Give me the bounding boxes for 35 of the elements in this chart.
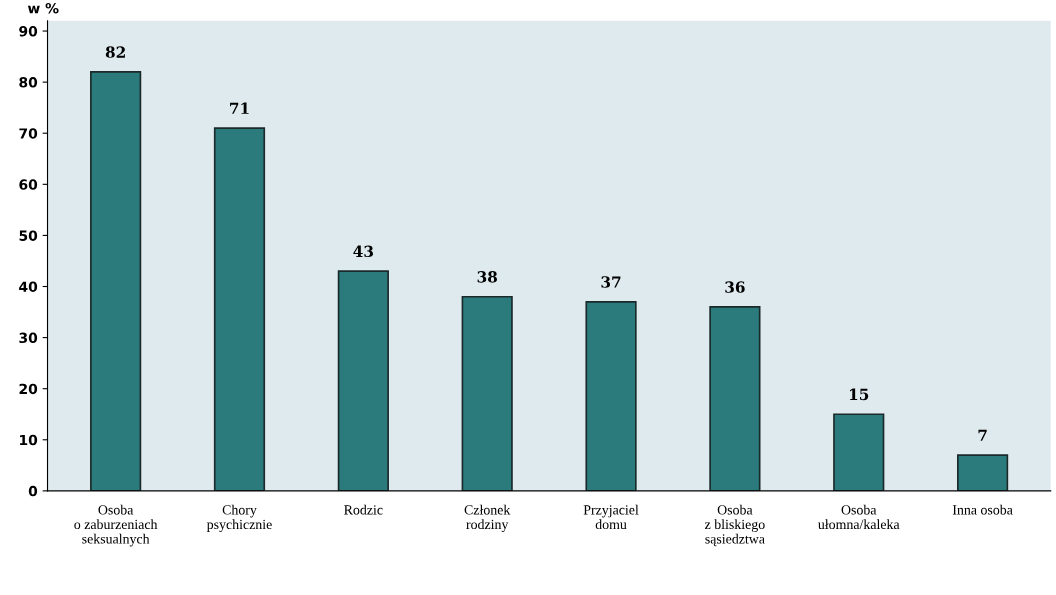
bar [90,71,142,491]
y-tick-label: 70 [19,128,38,139]
bar [956,454,1009,491]
data-label: 15 [849,388,869,401]
bar [833,413,885,491]
y-tick-label: 60 [19,179,38,190]
y-tick-label: 80 [19,77,38,88]
data-label: 38 [477,271,497,283]
x-tick-label: Osoba z bliskiego sąsiedztwa [704,504,765,547]
data-label: 82 [105,46,125,58]
y-tick-label: 20 [19,383,38,395]
data-label: 7 [978,429,987,441]
bar [709,306,761,491]
y-tick-label: 0 [28,485,38,497]
x-tick-label: Inna osoba [952,504,1013,515]
y-tick-label: 90 [19,26,38,37]
data-label: 36 [725,281,745,293]
x-tick-label: Rodzic [344,504,383,515]
x-tick-label: Członek rodziny [464,504,511,532]
y-tick-label: 30 [19,332,38,344]
bar [461,295,513,491]
bar [213,127,266,491]
x-tick-label: Osoba ułomna/kaleka [818,504,900,530]
data-label: 37 [601,276,621,288]
x-tick-label: Osoba o zaburzeniach seksualnych [74,504,158,547]
x-tick-label: Chory psychicznie [206,504,272,532]
data-label: 43 [353,245,373,258]
bar [585,300,637,491]
y-tick-label: 50 [19,230,38,241]
x-tick-label: Przyjaciel domu [583,504,639,530]
data-label: 71 [230,102,249,114]
bar [337,270,389,491]
y-tick-label: 40 [19,281,38,292]
y-tick-label: 10 [20,434,38,446]
y-axis-title: w % [27,2,59,14]
